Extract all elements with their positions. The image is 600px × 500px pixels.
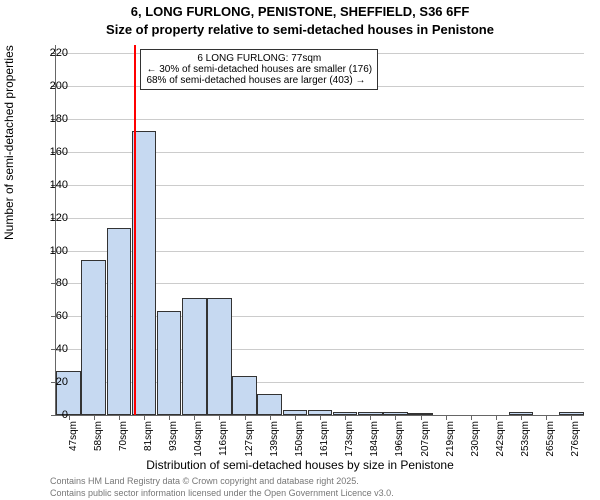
x-tick	[370, 415, 371, 420]
footer-copyright-2: Contains public sector information licen…	[50, 488, 394, 498]
histogram-bar	[207, 298, 232, 415]
x-tick-label: 58sqm	[93, 421, 104, 461]
x-tick	[546, 415, 547, 420]
property-marker-line	[134, 45, 136, 415]
chart-title-line-1: 6, LONG FURLONG, PENISTONE, SHEFFIELD, S…	[0, 4, 600, 19]
x-tick	[194, 415, 195, 420]
x-tick-label: 173sqm	[344, 421, 355, 461]
x-tick	[219, 415, 220, 420]
x-tick-label: 81sqm	[143, 421, 154, 461]
x-tick-label: 150sqm	[294, 421, 305, 461]
x-tick	[94, 415, 95, 420]
x-tick-label: 207sqm	[420, 421, 431, 461]
histogram-bar	[257, 394, 282, 415]
x-tick	[471, 415, 472, 420]
annotation-line: ← 30% of semi-detached houses are smalle…	[146, 64, 372, 75]
histogram-bar	[182, 298, 207, 415]
histogram-bar	[81, 260, 106, 415]
x-tick-label: 127sqm	[244, 421, 255, 461]
x-tick-label: 265sqm	[545, 421, 556, 461]
plot-area: 6 LONG FURLONG: 77sqm← 30% of semi-detac…	[55, 45, 584, 416]
x-tick-label: 196sqm	[394, 421, 405, 461]
x-tick	[295, 415, 296, 420]
x-tick-label: 253sqm	[520, 421, 531, 461]
x-tick-label: 104sqm	[193, 421, 204, 461]
x-tick-label: 230sqm	[470, 421, 481, 461]
histogram-bar	[232, 376, 257, 415]
y-tick-label: 200	[28, 80, 68, 92]
y-tick-label: 160	[28, 146, 68, 158]
x-tick	[119, 415, 120, 420]
x-tick	[571, 415, 572, 420]
x-tick	[421, 415, 422, 420]
y-tick-label: 40	[28, 343, 68, 355]
x-tick	[395, 415, 396, 420]
x-tick-label: 276sqm	[570, 421, 581, 461]
footer-copyright-1: Contains HM Land Registry data © Crown c…	[50, 476, 359, 486]
x-tick-label: 161sqm	[319, 421, 330, 461]
chart-title-line-2: Size of property relative to semi-detach…	[0, 22, 600, 37]
y-tick-label: 80	[28, 277, 68, 289]
y-tick-label: 60	[28, 310, 68, 322]
y-tick-label: 100	[28, 245, 68, 257]
x-tick	[270, 415, 271, 420]
x-tick-label: 184sqm	[369, 421, 380, 461]
x-tick-label: 93sqm	[168, 421, 179, 461]
chart-container: 6, LONG FURLONG, PENISTONE, SHEFFIELD, S…	[0, 0, 600, 500]
x-tick	[144, 415, 145, 420]
x-tick-label: 116sqm	[218, 421, 229, 461]
y-tick-label: 220	[28, 47, 68, 59]
y-tick-label: 0	[28, 409, 68, 421]
y-tick-label: 140	[28, 179, 68, 191]
x-tick	[446, 415, 447, 420]
histogram-bar	[157, 311, 182, 415]
x-tick-label: 70sqm	[118, 421, 129, 461]
x-tick	[169, 415, 170, 420]
x-tick	[245, 415, 246, 420]
x-tick	[345, 415, 346, 420]
annotation-line: 68% of semi-detached houses are larger (…	[146, 75, 372, 86]
x-tick	[320, 415, 321, 420]
x-tick-label: 47sqm	[68, 421, 79, 461]
y-tick-label: 20	[28, 376, 68, 388]
x-tick	[521, 415, 522, 420]
histogram-bar	[107, 228, 132, 415]
y-tick-label: 120	[28, 212, 68, 224]
y-axis-label: Number of semi-detached properties	[2, 45, 16, 240]
x-tick-label: 139sqm	[269, 421, 280, 461]
annotation-line: 6 LONG FURLONG: 77sqm	[146, 53, 372, 64]
x-tick	[496, 415, 497, 420]
annotation-box: 6 LONG FURLONG: 77sqm← 30% of semi-detac…	[140, 49, 378, 90]
x-tick-label: 242sqm	[495, 421, 506, 461]
y-tick-label: 180	[28, 113, 68, 125]
x-tick-label: 219sqm	[445, 421, 456, 461]
x-tick	[69, 415, 70, 420]
